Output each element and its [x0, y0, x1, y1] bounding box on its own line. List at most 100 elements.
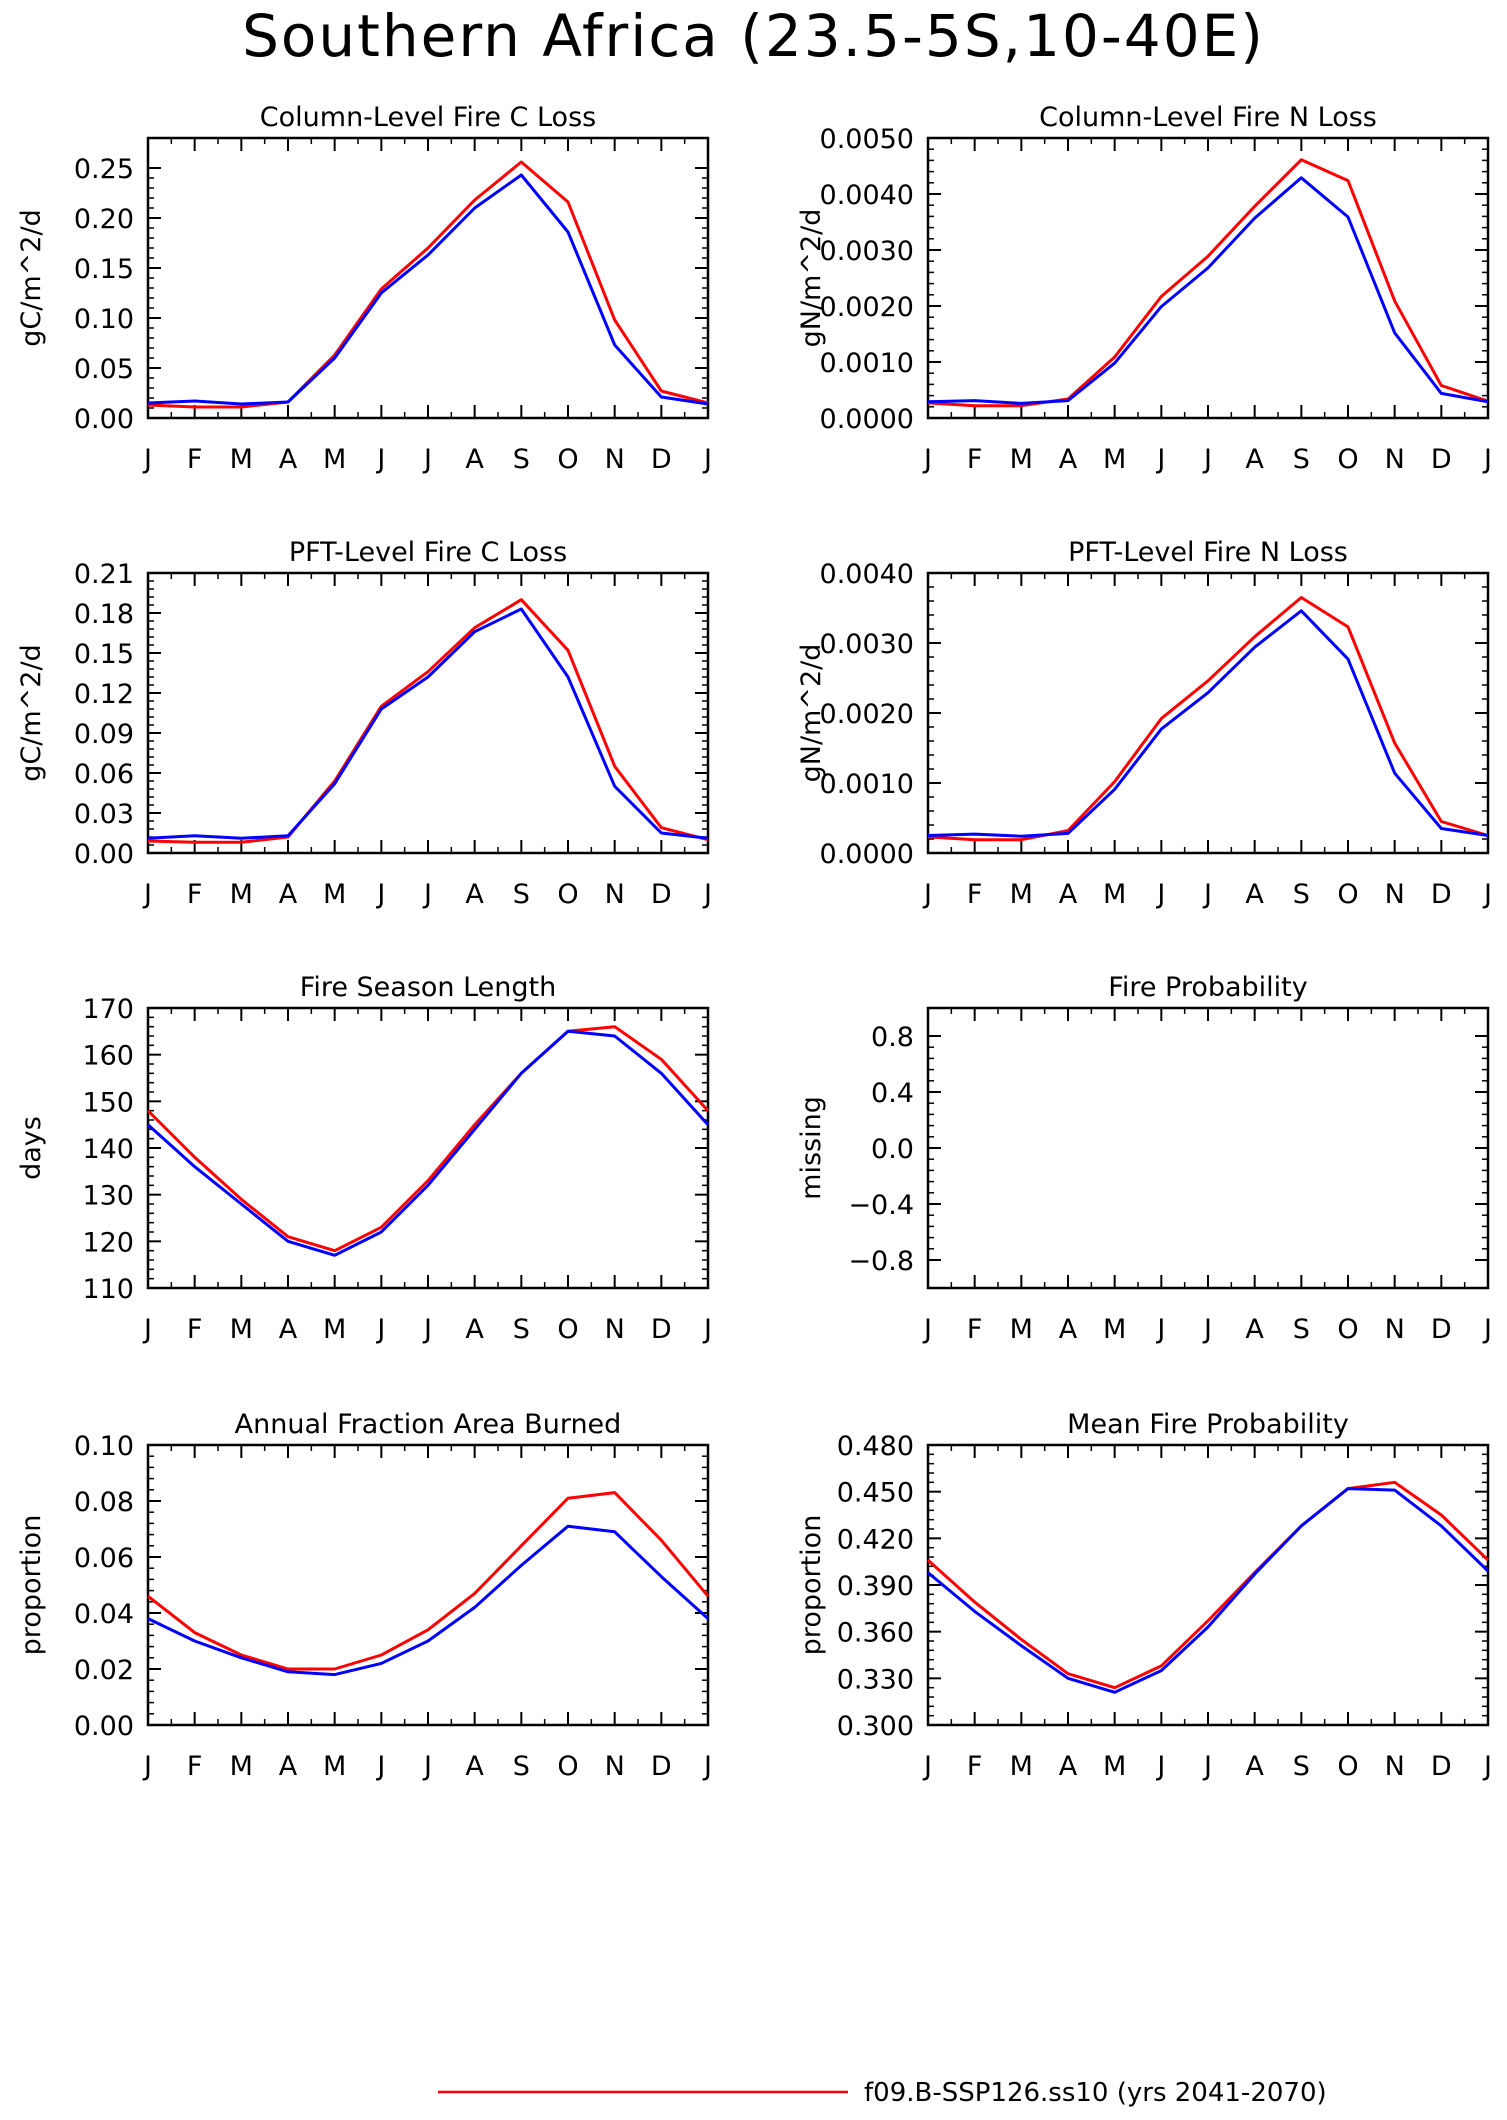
chart-title: Fire Probability: [1108, 972, 1308, 1003]
y-tick-label: 0.03: [74, 799, 134, 830]
x-tick-label: J: [1155, 1314, 1165, 1345]
y-tick-label: 150: [82, 1087, 134, 1118]
x-tick-label: S: [513, 1751, 530, 1782]
y-tick-label: 0.0020: [820, 699, 914, 730]
x-tick-label: M: [230, 879, 253, 910]
y-tick-label: 0.0030: [820, 236, 914, 267]
x-tick-label: O: [1337, 879, 1358, 910]
chart-title: Column-Level Fire C Loss: [260, 102, 596, 133]
x-tick-label: J: [142, 1314, 152, 1345]
y-axis-label: gC/m^2/d: [16, 644, 47, 781]
x-tick-label: A: [279, 879, 298, 910]
y-tick-label: 0.00: [74, 404, 134, 435]
x-tick-label: J: [142, 879, 152, 910]
y-tick-label: 160: [82, 1041, 134, 1072]
series-line-control: [927, 1487, 1490, 1694]
x-tick-label: S: [513, 444, 530, 475]
y-tick-label: 0.4: [871, 1078, 914, 1109]
chart-title: Fire Season Length: [300, 972, 556, 1003]
series-line-experiment: [926, 1480, 1490, 1690]
x-tick-label: A: [1059, 879, 1078, 910]
y-tick-label: 0.300: [837, 1711, 914, 1742]
series-line-experiment: [147, 598, 709, 844]
y-tick-label: 0.420: [837, 1524, 914, 1555]
y-tick-label: 0.20: [74, 204, 134, 235]
plot-frame: [926, 571, 1490, 855]
y-axis-label: gC/m^2/d: [16, 209, 47, 346]
x-tick-label: A: [465, 879, 484, 910]
y-axis-label: proportion: [16, 1515, 47, 1656]
x-tick-label: M: [1103, 1314, 1126, 1345]
plot-frame: [146, 1443, 710, 1727]
chart-title: Annual Fraction Area Burned: [235, 1409, 622, 1440]
y-tick-label: 0.0: [871, 1134, 914, 1165]
y-tick-label: 140: [82, 1134, 134, 1165]
x-tick-label: M: [230, 1314, 253, 1345]
chart-title: Column-Level Fire N Loss: [1039, 102, 1377, 133]
x-tick-label: N: [1385, 1751, 1405, 1782]
y-axis-label: gN/m^2/d: [796, 644, 827, 783]
y-tick-label: 0.0020: [820, 292, 914, 323]
x-tick-label: O: [1337, 1751, 1358, 1782]
x-tick-label: M: [1010, 1751, 1033, 1782]
x-tick-label: A: [465, 1751, 484, 1782]
x-tick-label: A: [1245, 879, 1264, 910]
x-tick-label: N: [1385, 879, 1405, 910]
x-tick-label: N: [605, 1314, 625, 1345]
x-tick-label: O: [1337, 1314, 1358, 1345]
series-line-experiment: [147, 160, 709, 409]
x-tick-label: F: [187, 444, 203, 475]
y-tick-label: 0.15: [74, 639, 134, 670]
x-tick-label: A: [279, 1751, 298, 1782]
x-tick-label: J: [375, 1751, 385, 1782]
y-tick-label: 0.21: [74, 559, 134, 590]
series-line-control: [147, 173, 709, 406]
y-tick-label: 0.12: [74, 679, 134, 710]
y-tick-label: 0.0040: [820, 559, 914, 590]
x-tick-label: O: [557, 879, 578, 910]
plot-frame: [146, 571, 710, 855]
x-tick-label: A: [279, 444, 298, 475]
y-tick-label: 0.10: [74, 304, 134, 335]
x-tick-label: M: [1010, 1314, 1033, 1345]
plot-frame: [146, 136, 710, 420]
series-line-experiment: [147, 1491, 710, 1671]
x-tick-label: J: [1482, 1314, 1492, 1345]
x-tick-label: M: [323, 1314, 346, 1345]
x-tick-label: J: [1482, 879, 1492, 910]
y-tick-label: 170: [82, 994, 134, 1025]
plot-frame: [926, 136, 1490, 420]
x-tick-label: A: [1245, 1314, 1264, 1345]
y-tick-label: 0.00: [74, 839, 134, 870]
x-tick-label: F: [967, 444, 983, 475]
x-tick-label: J: [422, 1751, 432, 1782]
x-tick-label: J: [422, 1314, 432, 1345]
chart-title: PFT-Level Fire N Loss: [1068, 537, 1348, 568]
y-tick-label: 0.00: [74, 1711, 134, 1742]
x-tick-label: M: [323, 1751, 346, 1782]
y-tick-label: 0.02: [74, 1655, 134, 1686]
x-tick-label: D: [651, 1314, 672, 1345]
y-tick-label: 120: [82, 1227, 134, 1258]
y-tick-label: 0.09: [74, 719, 134, 750]
y-tick-label: 0.8: [871, 1022, 914, 1053]
x-tick-label: A: [1245, 1751, 1264, 1782]
y-tick-label: 0.05: [74, 354, 134, 385]
x-tick-label: J: [702, 879, 712, 910]
chart-title: Mean Fire Probability: [1067, 1409, 1349, 1440]
x-tick-label: F: [967, 879, 983, 910]
x-tick-label: J: [1202, 1314, 1212, 1345]
x-tick-label: M: [1103, 444, 1126, 475]
x-tick-label: J: [1155, 879, 1165, 910]
x-tick-label: N: [1385, 444, 1405, 475]
x-tick-label: S: [513, 1314, 530, 1345]
y-tick-label: −0.8: [848, 1246, 914, 1277]
x-tick-label: J: [1482, 1751, 1492, 1782]
x-tick-label: D: [651, 444, 672, 475]
